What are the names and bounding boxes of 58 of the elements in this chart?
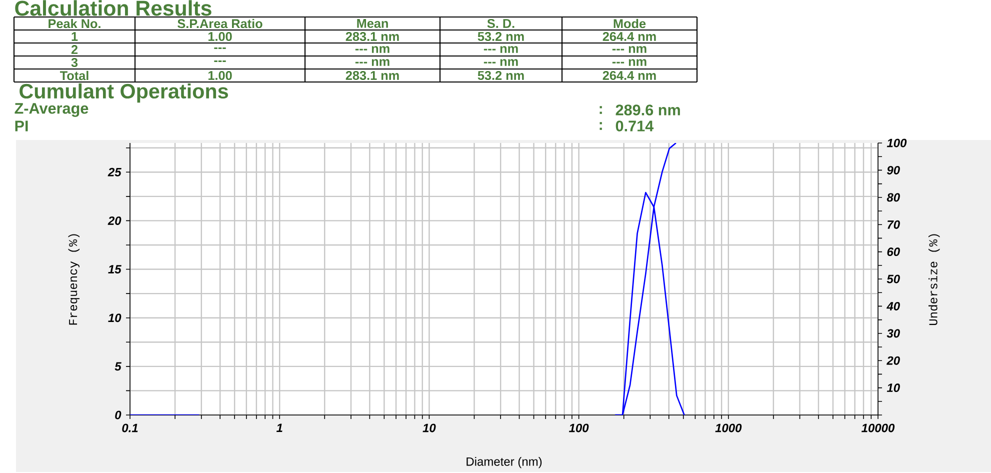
text: 53.2 nm [478,32,524,42]
text: 1.00 [208,71,232,80]
x-axis-title: Diameter (nm) [466,457,542,468]
y-tick-label: 15 [108,265,122,274]
text: --- nm [355,59,390,66]
text: --- nm [484,46,518,54]
text: 0.714 [616,120,654,132]
text: 3 [71,58,78,68]
text: Mean [357,19,388,28]
text: Total [60,71,88,80]
y2-tick-label: 20 [886,356,900,366]
text: 2 [71,45,78,54]
text: PI [15,120,28,132]
text: Mode [614,19,646,28]
text: 1 [72,32,78,42]
y2-tick-label: 90 [886,166,900,175]
text: --- nm [484,59,518,66]
text: S. D. [487,19,514,28]
y-tick-label: 25 [108,168,122,177]
text: : [600,122,602,130]
x-tick-label: 10 [422,424,436,432]
text: --- nm [612,46,646,54]
text: 264.4 nm [602,71,656,80]
text: Z-Average [14,103,88,118]
text: S.P.Area Ratio [178,19,262,28]
y-tick-label: 5 [114,362,122,371]
chart-subtitle: Cumulant Operations [20,84,228,103]
x-tick-label: 0.1 [122,424,138,432]
y2-tick-label: 40 [886,302,900,311]
y-axis-title: Frequency (%) [68,234,80,325]
x-tick-label: 1000 [715,424,742,432]
text: 283.1 nm [346,71,399,80]
x-tick-label: 1 [276,424,282,432]
text: 289.6 nm [616,104,680,116]
y-tick-label: 20 [108,216,122,226]
text: Peak No. [48,19,100,28]
text: --- [214,48,226,50]
y2-tick-label: 30 [886,329,900,338]
text: 283.1 nm [346,32,399,42]
x-tick-label: 100 [568,424,589,432]
y2-tick-label: 50 [886,274,900,284]
y2-tick-label: 70 [888,220,900,230]
x-tick-label: 10000 [862,424,895,432]
y2-tick-label: 60 [887,248,900,256]
y2-axis-title: Undersize (%) [928,234,940,326]
y2-tick-label: 80 [886,193,900,202]
text: 53.2 nm [478,71,524,80]
chart-title: Calculation Results [15,0,212,16]
text: --- nm [612,59,646,66]
text: --- [214,60,226,62]
y-tick-label: 0 [115,410,122,420]
text: 264.4 nm [602,32,656,42]
text: --- nm [355,46,390,54]
text: 1.00 [208,32,232,42]
y2-tick-label: 10 [886,384,900,392]
text: : [600,106,602,114]
y-tick-label: 10 [108,314,122,322]
y2-tick-label: 100 [886,138,907,148]
